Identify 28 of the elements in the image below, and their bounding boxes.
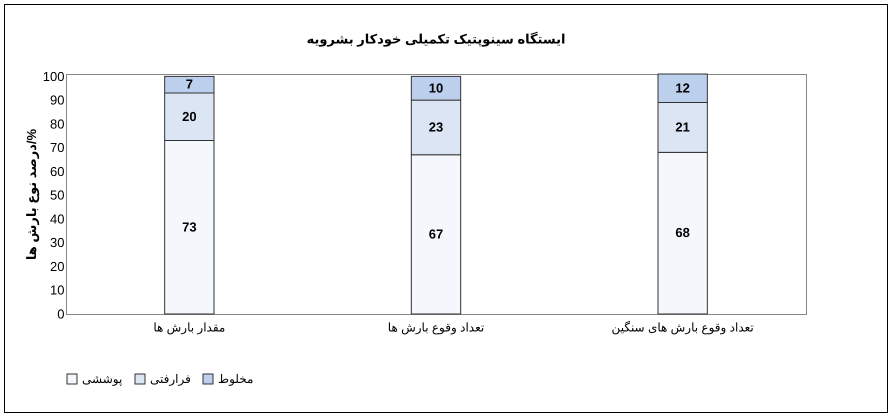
- x-tick-label: تعداد وقوع بارش های سنگین: [612, 320, 754, 334]
- data-label: 20: [182, 108, 197, 124]
- data-label: 68: [675, 225, 690, 240]
- legend-label: پوششی: [82, 372, 122, 386]
- y-tick-label: 100: [42, 68, 64, 84]
- y-tick-label: 30: [50, 235, 64, 250]
- data-label: 21: [675, 119, 690, 134]
- data-label: 67: [428, 226, 444, 242]
- data-label: 10: [428, 80, 444, 96]
- y-axis-title: درصد نوع بارش ها/%: [24, 128, 40, 260]
- y-tick-label: 90: [50, 92, 64, 108]
- y-tick-label: 20: [50, 258, 64, 274]
- data-label: 12: [675, 80, 690, 96]
- data-label: 73: [182, 219, 197, 234]
- legend-label: مخلوط: [218, 372, 254, 386]
- y-tick-label: 10: [50, 282, 64, 298]
- y-tick-label: 50: [50, 188, 64, 203]
- data-label: 7: [186, 76, 193, 92]
- y-tick-label: 40: [50, 211, 64, 226]
- x-tick-label: تعداد وقوع بارش ها: [388, 320, 484, 334]
- y-tick-label: 80: [50, 116, 64, 132]
- legend-label: فرارفتی: [150, 372, 191, 386]
- y-tick-label: 70: [50, 140, 64, 156]
- y-tick-label: 60: [50, 164, 64, 179]
- x-tick-label: مقدار بارش ها: [153, 320, 226, 334]
- chart-title: ایستگاه سینوپتیک تکمیلی خودکار بشرویه: [306, 31, 566, 48]
- y-tick-label: 0: [57, 306, 64, 322]
- data-label: 23: [428, 119, 444, 134]
